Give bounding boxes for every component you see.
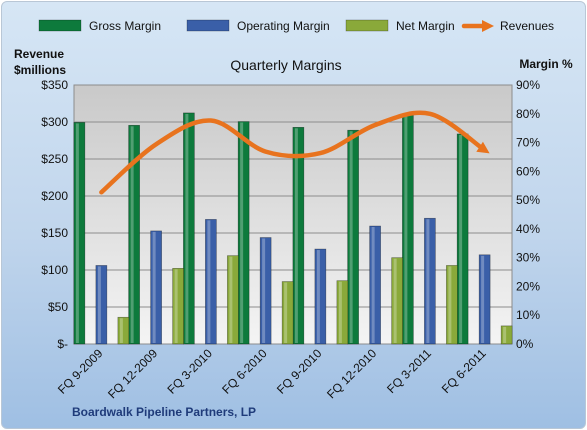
left-tick-label: $150 <box>41 226 68 240</box>
bar-highlight <box>393 258 397 343</box>
right-tick-label: 60% <box>516 164 540 178</box>
bar-highlight <box>459 134 463 343</box>
right-tick-label: 10% <box>516 308 540 322</box>
bar-highlight <box>152 231 156 343</box>
bar-highlight <box>229 256 233 343</box>
legend-label: Gross Margin <box>89 19 161 33</box>
right-tick-label: 30% <box>516 251 540 265</box>
net-margin-bar <box>117 316 130 345</box>
revenues-legend-arrow <box>482 20 494 32</box>
revenue-line <box>99 110 490 195</box>
bar-highlight <box>185 113 189 343</box>
bar-highlight <box>174 269 178 343</box>
bar-highlight <box>481 255 485 343</box>
operating-margin-bar <box>259 237 272 345</box>
bar-highlight <box>97 266 101 343</box>
legend-label: Operating Margin <box>237 19 330 33</box>
operating-margin-bar <box>478 254 491 345</box>
net-margin-bar <box>391 257 403 345</box>
gross-margin-bar <box>456 133 469 345</box>
bar-highlight <box>349 131 353 343</box>
operating-margin-legend-swatch <box>186 19 230 32</box>
operating-margin-bar <box>314 248 327 345</box>
bar-highlight <box>240 122 244 343</box>
operating-margin-bar <box>424 217 436 345</box>
left-tick-label: $200 <box>41 189 68 203</box>
gross-margin-bar <box>73 122 86 345</box>
x-axis-ticks: FQ 9-2009 FQ 12-2009 FQ 3-2010 FQ 6-2010 FQ … <box>55 346 489 401</box>
net-margin-bar <box>172 268 184 345</box>
operating-margin-bar <box>150 230 162 345</box>
revenue-line-path <box>99 110 487 195</box>
x-tick-label: FQ 6-2011 <box>439 346 489 396</box>
left-axis-title-line1: Revenue <box>14 47 64 61</box>
bar-highlight <box>448 266 452 343</box>
bar-highlight <box>75 123 79 344</box>
x-tick-label: FQ 9-2010 <box>274 346 325 397</box>
bar-highlight <box>426 219 430 343</box>
gross-margin-bar <box>292 127 305 345</box>
revenue-line-arrowhead <box>476 141 490 154</box>
chart-title: Quarterly Margins <box>230 57 341 73</box>
left-tick-label: $300 <box>41 115 68 129</box>
bar-highlight <box>503 326 507 343</box>
x-tick-label: FQ 3-2010 <box>165 346 216 397</box>
net-margin-legend-swatch <box>345 19 389 32</box>
net-margin-bar <box>446 265 458 345</box>
gross-margin-bar <box>128 124 140 345</box>
right-tick-label: 50% <box>516 193 540 207</box>
left-tick-label: $250 <box>41 152 68 166</box>
gross-margin-bar <box>237 121 250 345</box>
net-margin-bar <box>227 255 239 345</box>
right-tick-label: 80% <box>516 107 540 121</box>
left-tick-label: $350 <box>41 78 68 92</box>
bar-highlight <box>294 128 298 343</box>
gross-margin-bar <box>183 112 195 345</box>
operating-margin-bar <box>205 219 217 345</box>
bar-highlight <box>371 227 375 343</box>
bar-highlight <box>207 220 211 343</box>
right-tick-label: 90% <box>516 78 540 92</box>
bar-highlight <box>404 114 408 344</box>
left-tick-label: $- <box>57 337 68 351</box>
legend-label: Revenues <box>500 19 554 33</box>
gross-margin-bar <box>347 129 359 345</box>
x-tick-label: FQ 6-2010 <box>219 346 270 397</box>
operating-margin-bar <box>95 265 108 345</box>
right-tick-label: 70% <box>516 136 540 150</box>
bars <box>73 112 513 345</box>
x-tick-label: FQ 12-2010 <box>324 346 379 401</box>
x-tick-label: FQ 3-2011 <box>384 346 434 396</box>
right-axis-ticks: 0% 10% 20% 30% 40% 50% 60% 70% 80% 90% <box>516 78 540 351</box>
operating-margin-bar <box>369 225 381 345</box>
gross-margin-bar <box>402 113 414 345</box>
gross-margin-legend-swatch <box>38 19 82 32</box>
company-name: Boardwalk Pipeline Partners, LP <box>72 405 256 419</box>
x-tick-label: FQ 9-2009 <box>55 346 106 397</box>
bar-highlight <box>130 126 134 344</box>
left-axis-title-line2: $millions <box>14 63 66 77</box>
x-tick-label: FQ 12-2009 <box>105 346 160 401</box>
legend-label: Net Margin <box>396 19 455 33</box>
right-axis-title: Margin % <box>519 57 573 71</box>
legend: Gross Margin Operating Margin Net Margin Re… <box>38 19 554 33</box>
left-tick-label: $50 <box>48 300 68 314</box>
left-axis-ticks: $- $50 $100 $150 $200 $250 $300 $350 <box>41 78 68 351</box>
bar-highlight <box>119 318 123 343</box>
bar-highlight <box>262 238 266 343</box>
bar-highlight <box>284 282 288 343</box>
net-margin-bar <box>281 281 294 345</box>
right-tick-label: 20% <box>516 279 540 293</box>
right-tick-label: 0% <box>516 337 534 351</box>
bar-highlight <box>338 281 342 343</box>
bar-highlight <box>316 250 320 343</box>
left-tick-label: $100 <box>41 263 68 277</box>
net-margin-bar <box>336 280 349 345</box>
net-margin-bar <box>500 325 513 345</box>
right-tick-label: 40% <box>516 222 540 236</box>
